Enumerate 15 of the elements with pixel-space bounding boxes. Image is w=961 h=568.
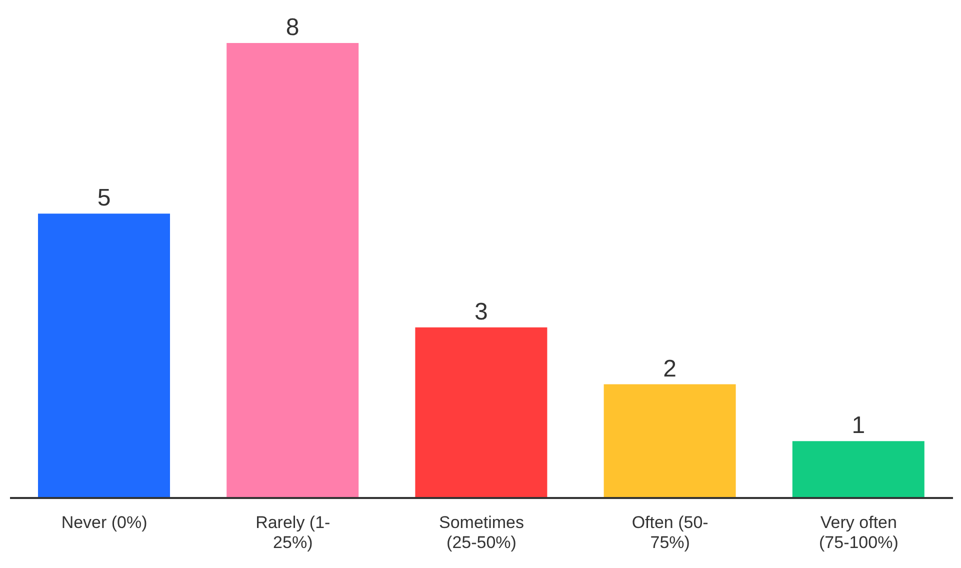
x-tick-label: Very often (75-100%) [819,513,898,552]
x-tick-label: Rarely (1-25%) [256,513,330,552]
bar [38,214,170,498]
bar [604,384,736,498]
data-label: 2 [663,355,676,382]
x-tick-label: Often (50-75%) [632,513,708,552]
bar [792,441,924,498]
bar [415,327,548,498]
bar [226,43,359,498]
data-label: 3 [474,298,488,326]
data-label: 8 [286,14,300,41]
x-tick-label: Never (0%) [61,513,148,532]
x-tick-label: Sometimes (25-50%) [438,513,524,552]
data-label: 5 [97,184,111,212]
data-label: 1 [852,412,866,440]
